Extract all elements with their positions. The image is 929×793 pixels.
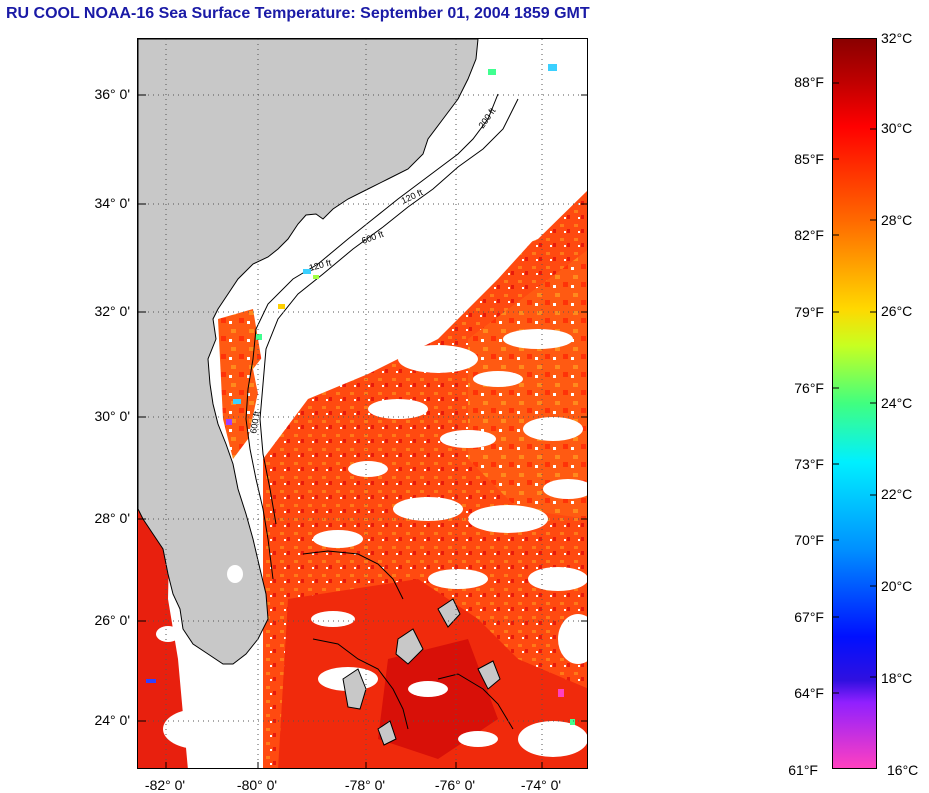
chart-title: RU COOL NOAA-16 Sea Surface Temperature:… [6,5,590,22]
lat-label: 32° 0' [94,303,130,319]
sst-map[interactable]: 200 ft 120 ft 600 ft 120 ft 600 ft [137,38,588,769]
lon-label: -82° 0' [144,777,186,793]
bahamas-islands [342,598,501,746]
sst-map-canvas: 200 ft 120 ft 600 ft 120 ft 600 ft [138,39,587,768]
lon-label: -78° 0' [344,777,386,793]
lon-label: -80° 0' [236,777,278,793]
contour-label: 600 ft [248,410,262,434]
colorbar-label-c: 20°C [881,578,913,594]
lat-label: 36° 0' [94,86,130,102]
lat-label: 26° 0' [94,612,130,628]
colorbar-label-c: 16°C [887,762,919,778]
map-grid [138,39,587,768]
colorbar-label-f: 61°F [788,762,818,778]
contour-label: 120 ft [308,257,333,273]
colorbar-label-c: 18°C [881,670,913,686]
colorbar-gradient [833,39,876,768]
colorbar-label-f: 73°F [794,456,824,472]
contour-label: 600 ft [360,229,385,246]
colorbar-label-c: 32°C [881,30,913,46]
colorbar-label-c: 28°C [881,212,913,228]
colorbar-label-f: 85°F [794,151,824,167]
colorbar-label-c: 22°C [881,486,913,502]
colorbar-label-f: 76°F [794,380,824,396]
axis-ticks [138,94,587,768]
land-mass [138,39,479,665]
lon-label: -74° 0' [520,777,562,793]
colorbar-label-f: 67°F [794,609,824,625]
lat-label: 30° 0' [94,408,130,424]
colorbar-label-c: 24°C [881,395,913,411]
colorbar-label-c: 30°C [881,120,913,136]
cloud-mask [156,39,587,757]
bathymetry-contours [245,93,519,730]
lake-okeechobee [227,565,243,583]
lat-label: 34° 0' [94,195,130,211]
sst-noise-patches [146,64,575,725]
colorbar-label-f: 64°F [794,685,824,701]
lat-label: 24° 0' [94,712,130,728]
contour-label: 120 ft [400,187,425,206]
temperature-colorbar [832,38,877,769]
colorbar-label-f: 79°F [794,304,824,320]
lon-label: -76° 0' [434,777,476,793]
colorbar-label-f: 88°F [794,74,824,90]
colorbar-label-f: 82°F [794,227,824,243]
lat-label: 28° 0' [94,510,130,526]
colorbar-label-f: 70°F [794,532,824,548]
colorbar-label-c: 26°C [881,303,913,319]
